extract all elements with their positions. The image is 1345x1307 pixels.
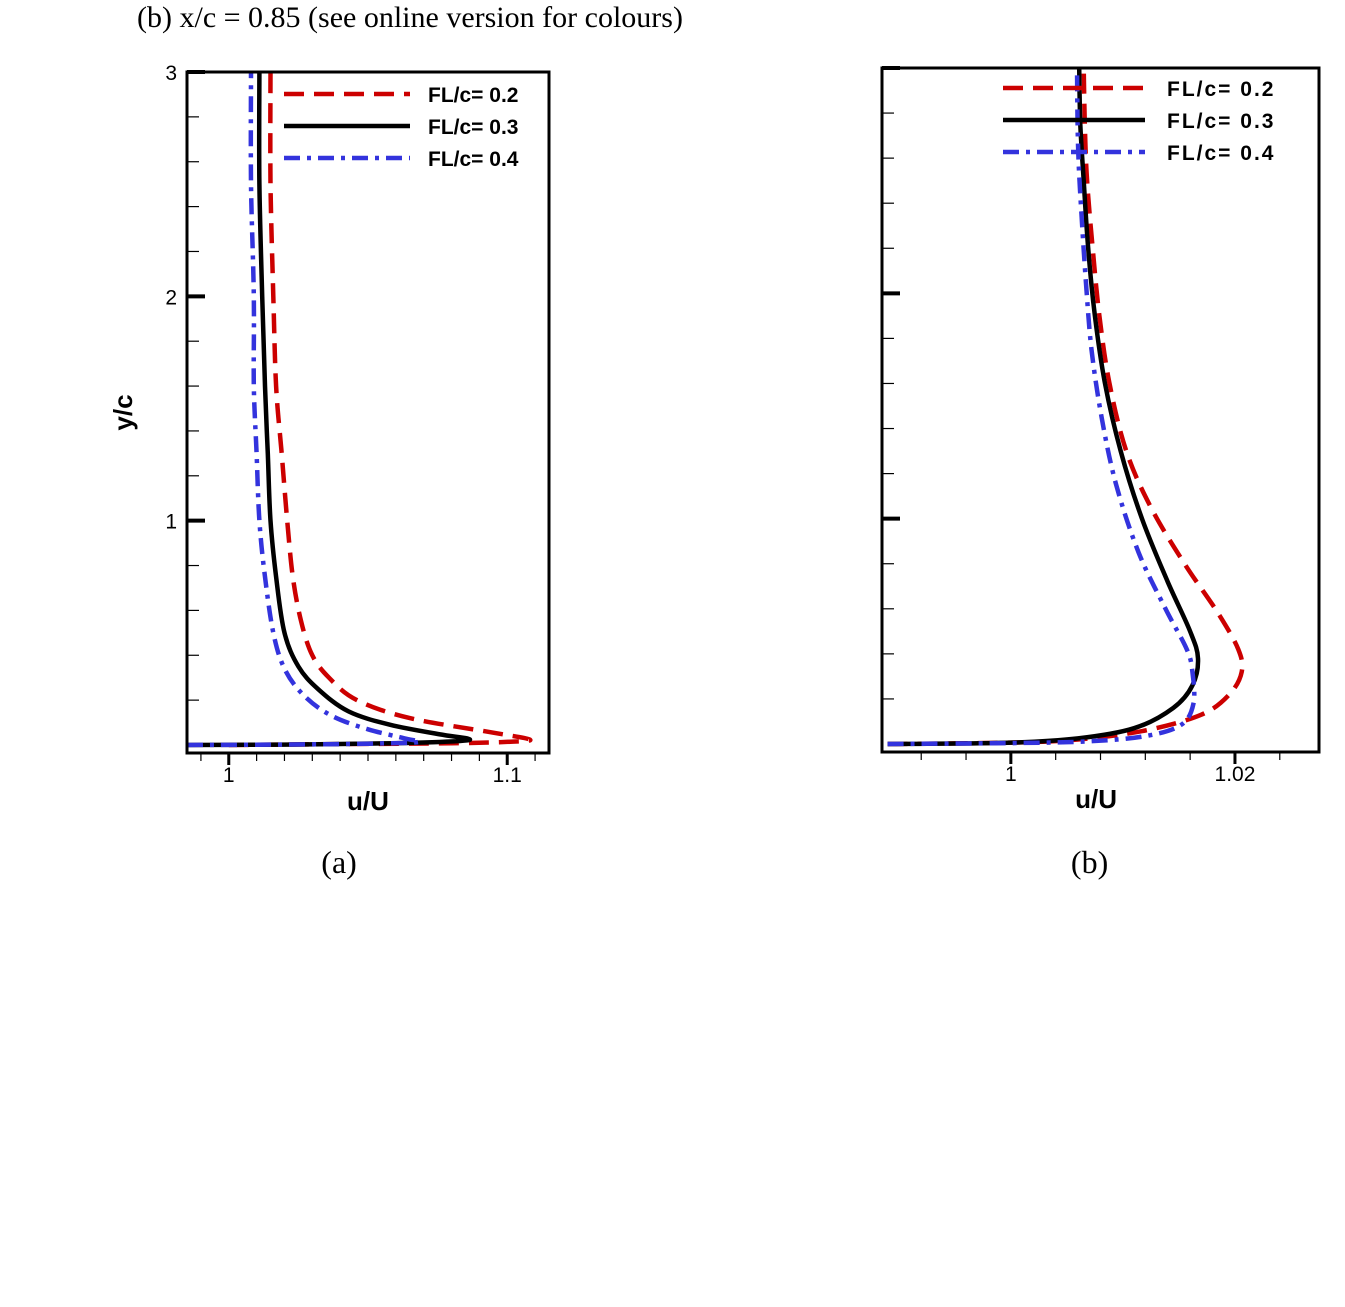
panel-a-ticks: 1 1.1 1 2 3 (165, 62, 536, 787)
x-tick-label: 1.1 (493, 764, 522, 787)
legend-label-1: FL/c= 0.2 (1167, 78, 1275, 101)
legend-label-2: FL/c= 0.3 (428, 116, 518, 139)
y-tick-label: 2 (165, 286, 177, 309)
y-tick-label: 3 (165, 62, 177, 85)
figure-caption: (b) x/c = 0.85 (see online version for c… (137, 1, 683, 34)
series-line-3 (887, 68, 1197, 747)
x-tick-label: 1 (1005, 763, 1017, 786)
legend-label-2: FL/c= 0.3 (1167, 110, 1275, 133)
chart-panel-b: 1 1.02 u/U FL/c= 0.2FL/c= 0.3FL/c= 0.4 (b… (880, 66, 1321, 880)
panel-b-label: (b) (1071, 844, 1108, 880)
panel-b-legend: FL/c= 0.2 FL/c= 0.3 FL/c= 0.4 (1003, 78, 1275, 165)
x-tick-label: 1 (223, 764, 235, 787)
panel-a-plot-frame (185, 70, 551, 755)
series-line-2 (887, 68, 1201, 747)
panel-b-curves (887, 68, 1245, 747)
panel-b-x-axis-title: u/U (1075, 784, 1117, 814)
legend-label-3: FL/c= 0.4 (428, 148, 519, 171)
panel-a-curves (187, 72, 533, 748)
y-tick-label: 1 (165, 511, 177, 534)
panel-b-ticks: 1 1.02 (882, 66, 1281, 786)
legend-label-1: FL/c= 0.2 (428, 84, 518, 107)
panel-a-label: (a) (321, 844, 357, 880)
series-line-3 (187, 72, 422, 748)
x-tick-label: 1.02 (1215, 763, 1256, 786)
panel-a-x-axis-title: u/U (347, 786, 389, 816)
series-line-2 (187, 72, 473, 748)
panel-a-y-axis-title: y/c (108, 394, 138, 430)
legend-label-3: FL/c= 0.4 (1167, 142, 1275, 165)
series-line-1 (887, 68, 1245, 747)
panel-a-legend: FL/c= 0.2 FL/c= 0.3 FL/c= 0.4 (284, 84, 519, 171)
panel-b-plot-frame (880, 66, 1321, 754)
